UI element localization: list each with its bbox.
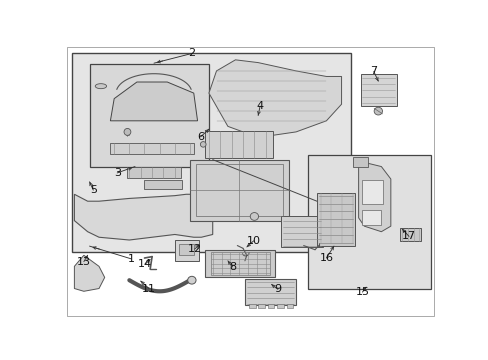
Ellipse shape [95,84,106,89]
Bar [277,304,284,309]
Bar [352,157,367,167]
Ellipse shape [187,276,196,284]
Bar [248,304,255,309]
Text: 17: 17 [401,231,415,242]
Polygon shape [110,82,197,121]
Bar [178,244,193,255]
Text: 1: 1 [127,254,135,264]
Text: 2: 2 [188,49,195,58]
Text: 10: 10 [246,236,260,246]
Bar [205,131,273,158]
Text: 13: 13 [77,257,91,267]
Text: 8: 8 [228,262,236,272]
Bar [316,193,354,246]
Polygon shape [74,194,212,240]
Bar [175,240,199,261]
Bar [89,64,208,167]
Bar [362,180,383,204]
Text: 3: 3 [114,168,121,178]
Text: 4: 4 [256,101,263,111]
Text: 9: 9 [274,284,281,294]
Text: 15: 15 [355,287,368,297]
Bar [72,53,350,252]
Text: 7: 7 [369,67,377,76]
Ellipse shape [373,107,382,115]
Text: 14: 14 [138,259,152,269]
Ellipse shape [250,212,258,220]
Bar [307,155,430,289]
Bar [127,167,180,177]
Bar [286,304,293,309]
Polygon shape [74,255,104,291]
Polygon shape [358,162,390,232]
Text: 6: 6 [197,132,203,142]
Text: 11: 11 [142,284,156,293]
Text: 12: 12 [187,244,201,254]
Text: 16: 16 [319,253,333,263]
Ellipse shape [200,141,205,147]
Bar [205,250,275,278]
Bar [258,304,264,309]
Bar [280,216,322,247]
Bar [189,159,288,221]
Bar [400,228,420,242]
Bar [267,304,274,309]
Ellipse shape [124,129,131,135]
Bar [244,279,296,305]
Polygon shape [208,60,341,138]
Bar [110,143,193,154]
Bar [360,74,396,105]
Text: 5: 5 [90,185,97,195]
Bar [210,252,269,275]
Bar [362,210,381,225]
Bar [195,164,282,216]
Bar [144,180,182,189]
